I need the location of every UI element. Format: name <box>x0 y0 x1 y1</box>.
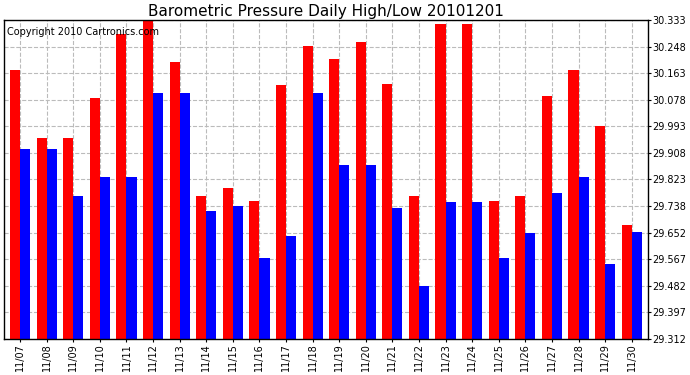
Bar <box>249 201 259 339</box>
Bar <box>196 196 206 339</box>
Bar <box>632 232 642 339</box>
Bar <box>117 34 126 339</box>
Bar <box>409 196 419 339</box>
Bar <box>419 286 429 339</box>
Bar <box>435 24 446 339</box>
Bar <box>605 264 615 339</box>
Bar <box>329 58 339 339</box>
Bar <box>525 233 535 339</box>
Bar <box>313 93 323 339</box>
Bar <box>578 177 589 339</box>
Bar <box>206 211 217 339</box>
Bar <box>276 85 286 339</box>
Text: Copyright 2010 Cartronics.com: Copyright 2010 Cartronics.com <box>8 27 159 37</box>
Bar <box>542 96 552 339</box>
Bar <box>37 138 47 339</box>
Bar <box>10 70 20 339</box>
Bar <box>366 165 376 339</box>
Bar <box>382 84 393 339</box>
Bar <box>170 62 179 339</box>
Bar <box>472 202 482 339</box>
Bar <box>143 20 153 339</box>
Bar <box>339 165 349 339</box>
Bar <box>63 138 73 339</box>
Bar <box>446 202 455 339</box>
Bar <box>552 193 562 339</box>
Bar <box>356 42 366 339</box>
Bar <box>223 188 233 339</box>
Bar <box>47 149 57 339</box>
Bar <box>153 93 163 339</box>
Bar <box>90 98 100 339</box>
Bar <box>393 209 402 339</box>
Bar <box>100 177 110 339</box>
Title: Barometric Pressure Daily High/Low 20101201: Barometric Pressure Daily High/Low 20101… <box>148 4 504 19</box>
Bar <box>489 201 499 339</box>
Bar <box>499 258 509 339</box>
Bar <box>286 236 296 339</box>
Bar <box>622 225 632 339</box>
Bar <box>302 46 313 339</box>
Bar <box>462 24 472 339</box>
Bar <box>73 196 83 339</box>
Bar <box>20 149 30 339</box>
Bar <box>515 196 525 339</box>
Bar <box>233 206 243 339</box>
Bar <box>179 93 190 339</box>
Bar <box>595 126 605 339</box>
Bar <box>259 258 270 339</box>
Bar <box>126 177 137 339</box>
Bar <box>569 70 578 339</box>
